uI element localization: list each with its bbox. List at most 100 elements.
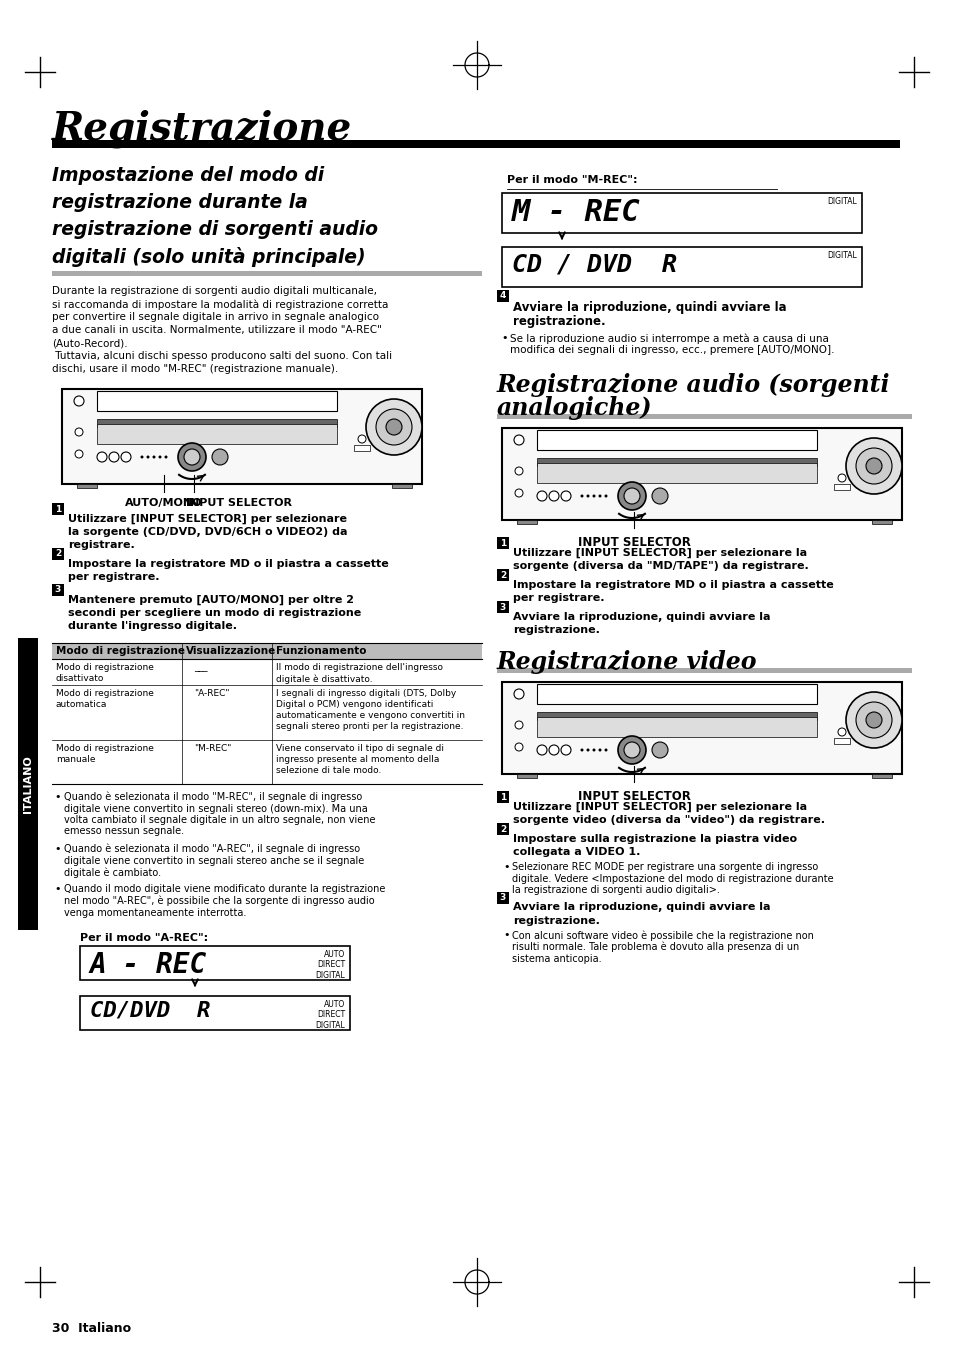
Circle shape: [357, 435, 366, 443]
Text: sorgente (diversa da "MD/TAPE") da registrare.: sorgente (diversa da "MD/TAPE") da regis…: [513, 562, 808, 571]
Text: DIGITAL: DIGITAL: [826, 197, 856, 207]
Circle shape: [837, 728, 845, 736]
Text: •: •: [54, 884, 60, 895]
Text: nel modo "A-REC", è possibile che la sorgente di ingresso audio: nel modo "A-REC", è possibile che la sor…: [64, 896, 375, 906]
Text: automatica: automatica: [56, 701, 108, 709]
Text: Modo di registrazione: Modo di registrazione: [56, 744, 153, 753]
Circle shape: [74, 396, 84, 406]
Text: Avviare la riproduzione, quindi avviare la: Avviare la riproduzione, quindi avviare …: [513, 903, 770, 913]
Circle shape: [386, 418, 401, 435]
Text: la registrazione di sorgenti audio digitali>.: la registrazione di sorgenti audio digit…: [512, 886, 720, 895]
Text: 4: 4: [499, 292, 506, 301]
Bar: [497, 290, 509, 302]
Text: Impostare la registratore MD o il piastra a cassette: Impostare la registratore MD o il piastr…: [68, 559, 388, 568]
Text: •: •: [54, 844, 60, 855]
Circle shape: [598, 748, 601, 752]
Bar: [501, 428, 901, 520]
Circle shape: [618, 736, 645, 764]
Bar: [80, 946, 350, 980]
Bar: [537, 431, 816, 450]
Text: registrare.: registrare.: [68, 540, 134, 549]
Bar: [497, 891, 509, 903]
Text: DIGITAL: DIGITAL: [826, 251, 856, 261]
Text: risulti normale. Tale problema è dovuto alla presenza di un: risulti normale. Tale problema è dovuto …: [512, 942, 799, 953]
Text: segnali stereo pronti per la registrazione.: segnali stereo pronti per la registrazio…: [275, 722, 463, 730]
Bar: [52, 140, 899, 148]
Circle shape: [75, 428, 83, 436]
Text: 1: 1: [499, 792, 506, 802]
Text: registrazione di sorgenti audio: registrazione di sorgenti audio: [52, 220, 377, 239]
Text: INPUT SELECTOR: INPUT SELECTOR: [577, 536, 690, 549]
Bar: [392, 485, 412, 487]
Text: Se la riproduzione audio si interrompe a metà a causa di una: Se la riproduzione audio si interrompe a…: [510, 333, 828, 343]
Text: Per il modo "M-REC":: Per il modo "M-REC":: [506, 176, 637, 185]
Text: 2: 2: [55, 549, 61, 559]
Text: Avviare la riproduzione, quindi avviare la: Avviare la riproduzione, quindi avviare …: [513, 612, 770, 622]
Text: Durante la registrazione di sorgenti audio digitali multicanale,: Durante la registrazione di sorgenti aud…: [52, 286, 376, 296]
Circle shape: [515, 721, 522, 729]
Text: registrazione.: registrazione.: [513, 915, 599, 926]
Circle shape: [845, 693, 901, 748]
Text: Mantenere premuto [AUTO/MONO] per oltre 2: Mantenere premuto [AUTO/MONO] per oltre …: [68, 595, 354, 605]
Bar: [833, 738, 849, 744]
Text: 1: 1: [55, 505, 61, 513]
Text: digitale. Vedere <Impostazione del modo di registrazione durante: digitale. Vedere <Impostazione del modo …: [512, 873, 833, 883]
Circle shape: [604, 748, 607, 752]
Text: Con alcuni software video è possibile che la registrazione non: Con alcuni software video è possibile ch…: [512, 930, 813, 941]
Bar: [52, 504, 64, 514]
Text: secondi per scegliere un modo di registrazione: secondi per scegliere un modo di registr…: [68, 608, 361, 618]
Text: Utilizzare [INPUT SELECTOR] per selezionare: Utilizzare [INPUT SELECTOR] per selezion…: [68, 514, 347, 524]
Text: emesso nessun segnale.: emesso nessun segnale.: [64, 826, 184, 837]
Text: •: •: [500, 333, 507, 343]
Bar: [537, 717, 816, 737]
Text: I segnali di ingresso digitali (DTS, Dolby: I segnali di ingresso digitali (DTS, Dol…: [275, 688, 456, 698]
Circle shape: [586, 494, 589, 498]
Text: ___: ___: [193, 663, 208, 672]
Text: Quando il modo digitale viene modificato durante la registrazione: Quando il modo digitale viene modificato…: [64, 884, 385, 895]
Text: Digital o PCM) vengono identificati: Digital o PCM) vengono identificati: [275, 701, 433, 709]
Text: ITALIANO: ITALIANO: [23, 755, 33, 813]
Text: Registrazione: Registrazione: [52, 109, 352, 148]
Text: Utilizzare [INPUT SELECTOR] per selezionare la: Utilizzare [INPUT SELECTOR] per selezion…: [513, 548, 806, 559]
Bar: [52, 643, 481, 659]
Circle shape: [865, 711, 882, 728]
Bar: [501, 247, 862, 288]
Text: INPUT SELECTOR: INPUT SELECTOR: [186, 498, 292, 508]
Text: registrazione.: registrazione.: [513, 625, 599, 634]
Circle shape: [212, 450, 228, 464]
Circle shape: [184, 450, 200, 464]
Bar: [497, 824, 509, 836]
Circle shape: [147, 455, 150, 459]
Bar: [537, 711, 816, 720]
Circle shape: [537, 745, 546, 755]
Bar: [517, 520, 537, 524]
Bar: [52, 548, 64, 560]
Text: collegata a VIDEO 1.: collegata a VIDEO 1.: [513, 846, 639, 857]
Bar: [871, 774, 891, 778]
Text: INPUT SELECTOR: INPUT SELECTOR: [577, 790, 690, 803]
Circle shape: [855, 702, 891, 738]
Circle shape: [865, 458, 882, 474]
Bar: [537, 463, 816, 483]
Text: Funzionamento: Funzionamento: [275, 647, 366, 656]
Text: Tuttavia, alcuni dischi spesso producono salti del suono. Con tali: Tuttavia, alcuni dischi spesso producono…: [52, 351, 392, 360]
Bar: [537, 684, 816, 703]
Text: volta cambiato il segnale digitale in un altro segnale, non viene: volta cambiato il segnale digitale in un…: [64, 815, 375, 825]
Circle shape: [560, 745, 571, 755]
Text: per convertire il segnale digitale in arrivo in segnale analogico: per convertire il segnale digitale in ar…: [52, 312, 378, 323]
Text: AUTO
DIRECT
DIGITAL: AUTO DIRECT DIGITAL: [314, 1000, 345, 1030]
Text: (Auto-Record).: (Auto-Record).: [52, 338, 128, 348]
Circle shape: [164, 455, 168, 459]
Text: 2: 2: [499, 825, 506, 833]
Circle shape: [97, 452, 107, 462]
Circle shape: [514, 435, 523, 446]
Text: digitale è disattivato.: digitale è disattivato.: [275, 674, 373, 683]
Circle shape: [75, 450, 83, 458]
Text: Utilizzare [INPUT SELECTOR] per selezionare la: Utilizzare [INPUT SELECTOR] per selezion…: [513, 802, 806, 813]
Bar: [97, 418, 336, 427]
Bar: [52, 271, 481, 275]
Text: 1: 1: [499, 539, 506, 548]
Bar: [497, 668, 911, 674]
Bar: [833, 485, 849, 490]
Text: Avviare la riproduzione, quindi avviare la: Avviare la riproduzione, quindi avviare …: [513, 301, 786, 315]
